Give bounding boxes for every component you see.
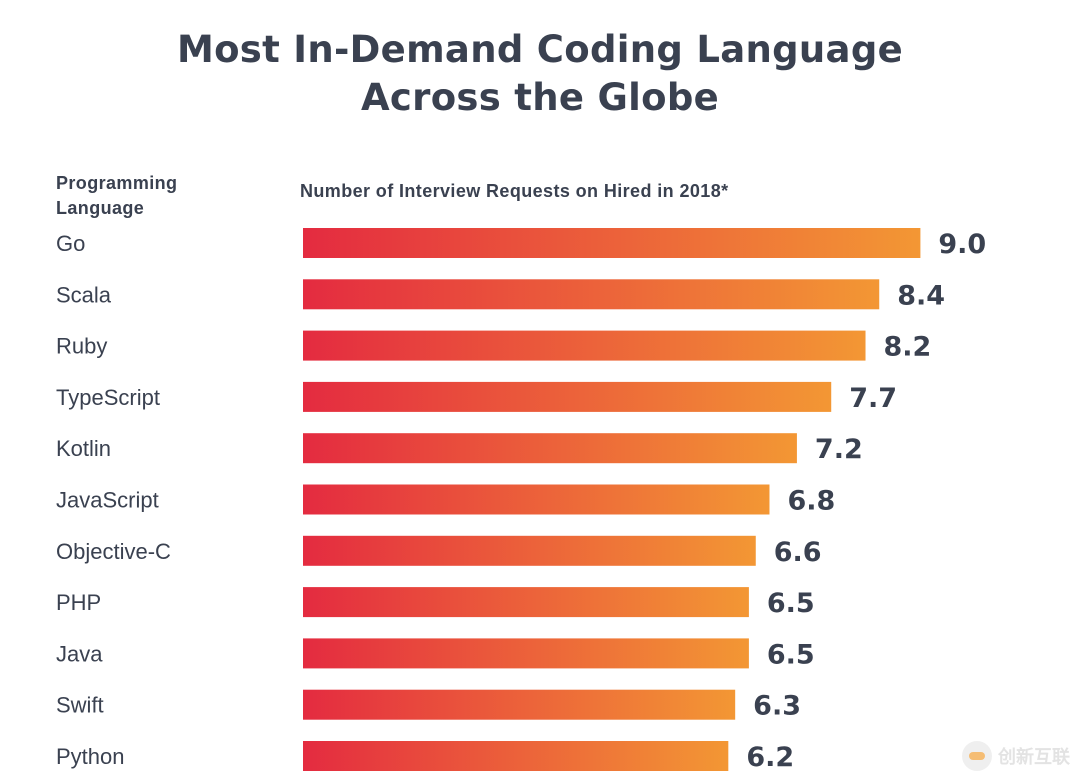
bar — [303, 587, 749, 618]
metric-column-header: Number of Interview Requests on Hired in… — [300, 181, 729, 201]
language-column-header-line-2: Language — [56, 198, 145, 218]
bar — [303, 638, 749, 669]
chart-title: Most In-Demand Coding Language Across th… — [0, 26, 1080, 122]
value-label: 6.2 — [746, 742, 794, 773]
value-label: 7.7 — [849, 383, 897, 414]
category-label: Java — [56, 641, 103, 666]
bar — [303, 741, 729, 771]
value-label: 6.5 — [767, 639, 815, 670]
bar — [303, 689, 736, 720]
category-label: Go — [56, 231, 85, 256]
bar — [303, 330, 866, 361]
chart-title-line-2: Across the Globe — [360, 76, 720, 119]
value-label: 6.6 — [774, 537, 822, 568]
bars-group: Go 9.0 Scala 8.4 Ruby 8.2 TypeScript 7.7 Kotlin 7… — [56, 228, 986, 773]
value-label: 6.5 — [767, 588, 815, 619]
bar — [303, 535, 756, 566]
category-label: TypeScript — [56, 385, 160, 410]
language-column-header-line-1: Programming — [56, 173, 178, 193]
value-label: 7.2 — [815, 434, 863, 465]
watermark-text: 创新互联 — [998, 747, 1070, 768]
language-column-header: Programming Language — [56, 171, 177, 221]
value-label: 8.4 — [897, 280, 945, 311]
value-label: 6.3 — [753, 691, 801, 722]
category-label: Python — [56, 744, 125, 769]
bar — [303, 228, 921, 258]
category-label: Scala — [56, 282, 112, 307]
bar — [303, 433, 797, 464]
category-label: PHP — [56, 590, 101, 615]
value-label: 8.2 — [884, 332, 932, 363]
bar — [303, 279, 880, 310]
category-label: JavaScript — [56, 488, 159, 513]
category-label: Ruby — [56, 334, 107, 359]
category-label: Swift — [56, 693, 104, 718]
watermark: 创新互联 — [962, 741, 1070, 771]
category-label: Kotlin — [56, 436, 111, 461]
chart-title-line-1: Most In-Demand Coding Language — [176, 28, 904, 71]
value-label: 9.0 — [938, 229, 986, 260]
bar — [303, 381, 832, 412]
bar — [303, 484, 770, 515]
watermark-logo-icon — [962, 741, 992, 771]
value-label: 6.8 — [787, 486, 835, 517]
category-label: Objective-C — [56, 539, 171, 564]
